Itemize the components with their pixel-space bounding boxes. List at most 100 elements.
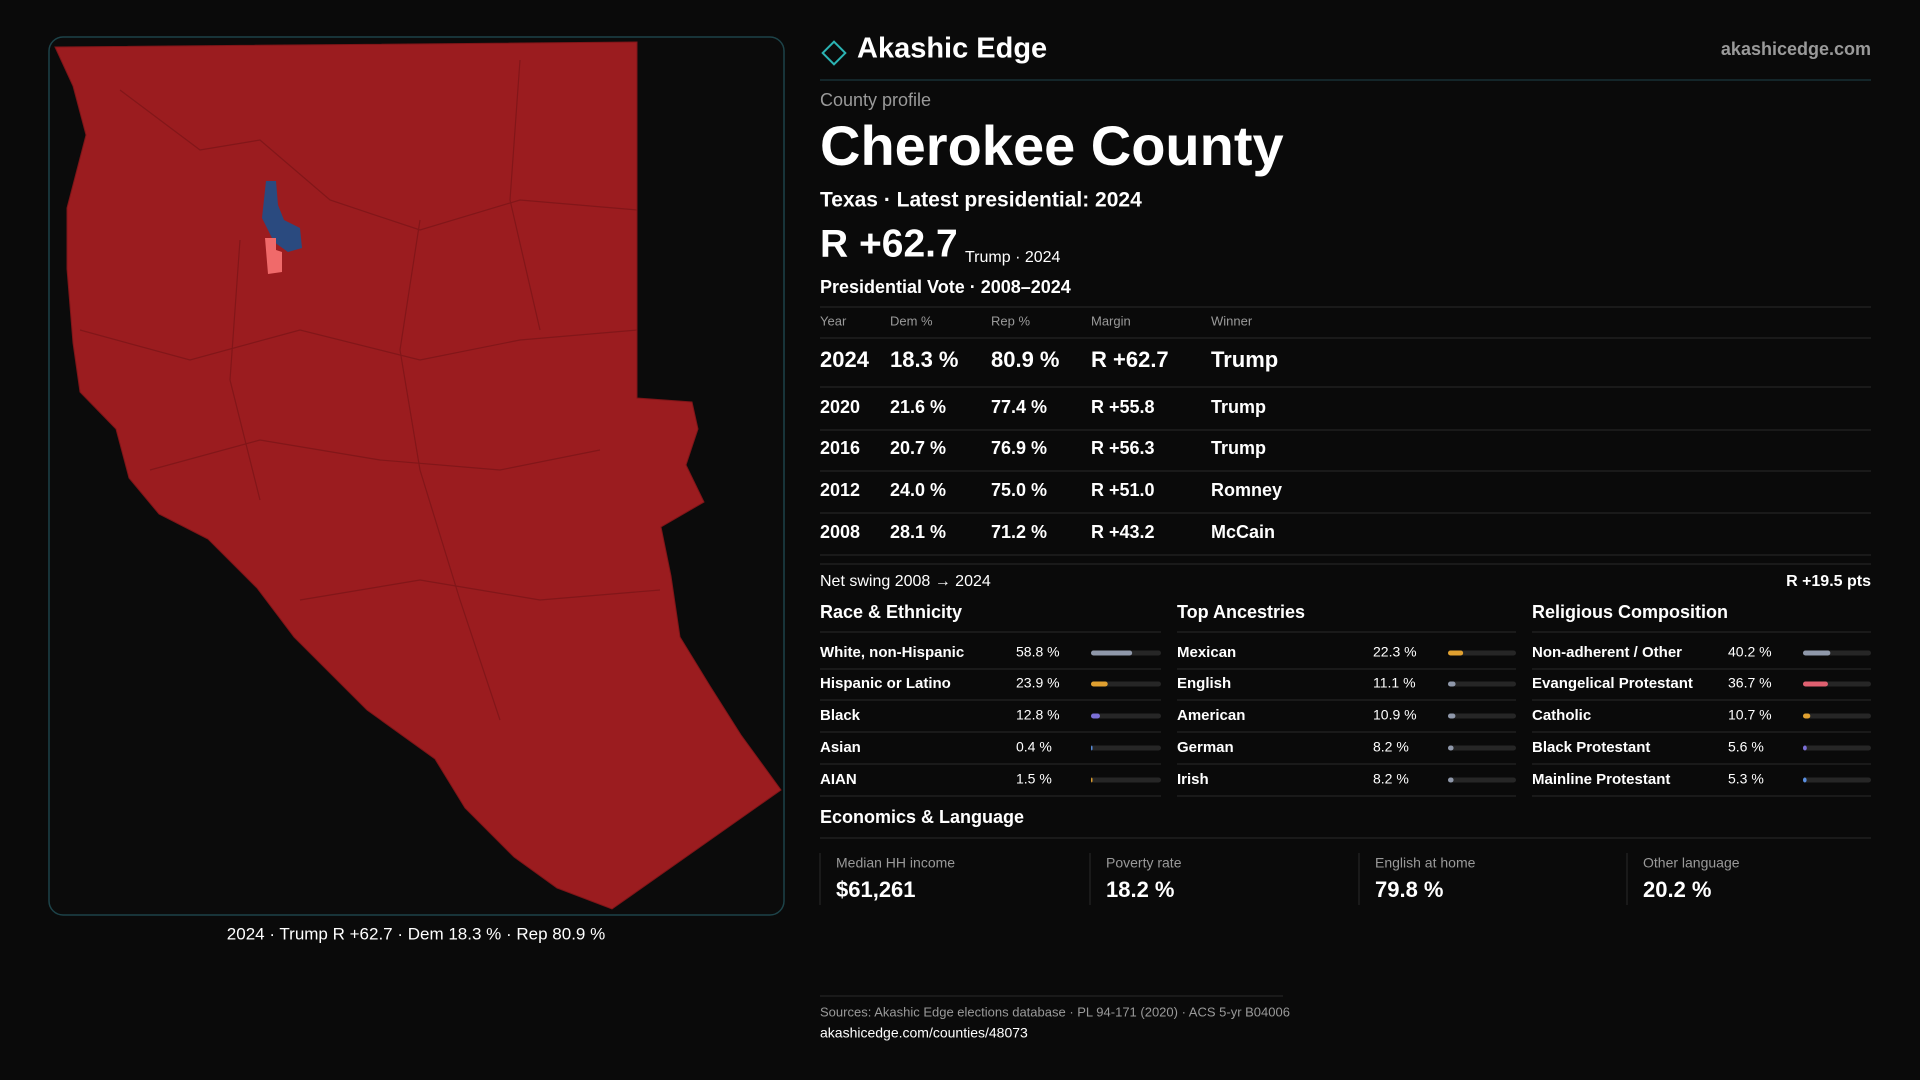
table-cell: 20.7 % xyxy=(890,438,946,458)
footer-url[interactable]: akashicedge.com/counties/48073 xyxy=(820,1025,1028,1041)
eyebrow: County profile xyxy=(820,90,931,110)
row-value: 8.2 % xyxy=(1373,739,1409,755)
table-cell: R +55.8 xyxy=(1091,397,1155,417)
dem-precinct xyxy=(262,181,302,252)
table-cell: R +51.0 xyxy=(1091,480,1155,500)
stat-value: $61,261 xyxy=(836,877,916,902)
headline-margin: R +62.7 xyxy=(820,222,958,265)
county-name: Cherokee County xyxy=(820,114,1284,177)
table-cell: 2016 xyxy=(820,438,860,458)
row-value: 12.8 % xyxy=(1016,707,1060,723)
margin-note: Trump · 2024 xyxy=(965,249,1061,266)
share-bar xyxy=(1091,681,1108,687)
section-title: Economics & Language xyxy=(820,807,1024,827)
row-value: 10.9 % xyxy=(1373,707,1417,723)
bar-track xyxy=(1803,745,1871,751)
table-cell: Romney xyxy=(1211,480,1282,500)
bar-track xyxy=(1448,745,1516,751)
column-header: Margin xyxy=(1091,313,1131,328)
row-label: Mainline Protestant xyxy=(1532,771,1670,788)
share-bar xyxy=(1091,745,1093,751)
table-cell: 71.2 % xyxy=(991,522,1047,542)
table-cell: 75.0 % xyxy=(991,480,1047,500)
stat-value: 79.8 % xyxy=(1375,877,1444,902)
precinct-lines xyxy=(79,59,661,721)
bar-track xyxy=(1803,713,1871,719)
row-value: 23.9 % xyxy=(1016,675,1060,691)
share-bar xyxy=(1448,777,1454,783)
table-cell: R +62.7 xyxy=(1091,347,1169,372)
bar-track xyxy=(1448,650,1516,656)
table-cell: 76.9 % xyxy=(991,438,1047,458)
stat-label: Median HH income xyxy=(836,855,955,871)
table-cell: Trump xyxy=(1211,347,1278,372)
stat-label: Other language xyxy=(1643,855,1740,871)
row-value: 36.7 % xyxy=(1728,675,1772,691)
row-value: 40.2 % xyxy=(1728,644,1772,660)
section-title: Race & Ethnicity xyxy=(820,602,962,622)
table-title: Presidential Vote · 2008–2024 xyxy=(820,277,1071,297)
bar-track xyxy=(1091,777,1161,783)
stat-label: Poverty rate xyxy=(1106,855,1182,871)
share-bar xyxy=(1091,777,1093,783)
section-title: Religious Composition xyxy=(1532,602,1728,622)
row-value: 11.1 % xyxy=(1373,675,1416,691)
site-link[interactable]: akashicedge.com xyxy=(1721,39,1871,59)
row-label: Black xyxy=(820,707,861,724)
bar-track xyxy=(1803,777,1871,783)
row-label: Black Protestant xyxy=(1532,739,1650,756)
table-cell: 77.4 % xyxy=(991,397,1047,417)
row-label: Non-adherent / Other xyxy=(1532,644,1682,661)
table-cell: 2024 xyxy=(820,347,870,372)
row-label: Mexican xyxy=(1177,644,1236,661)
share-bar xyxy=(1091,650,1133,656)
share-bar xyxy=(1803,713,1811,719)
bar-track xyxy=(1091,745,1161,751)
bar-track xyxy=(1448,777,1516,783)
bar-track xyxy=(1091,681,1161,687)
row-value: 5.6 % xyxy=(1728,739,1764,755)
row-value: 22.3 % xyxy=(1373,644,1417,660)
map-caption: 2024 · Trump R +62.7 · Dem 18.3 % · Rep … xyxy=(227,924,605,943)
row-label: Asian xyxy=(820,739,861,756)
bar-track xyxy=(1448,681,1516,687)
column-header: Dem % xyxy=(890,313,933,328)
row-value: 5.3 % xyxy=(1728,771,1764,787)
table-cell: 24.0 % xyxy=(890,480,946,500)
share-bar xyxy=(1803,777,1807,783)
table-cell: R +56.3 xyxy=(1091,438,1155,458)
bar-track xyxy=(1448,713,1516,719)
logo xyxy=(821,40,847,66)
row-label: Evangelical Protestant xyxy=(1532,675,1693,692)
table-cell: Trump xyxy=(1211,438,1266,458)
section-title: Top Ancestries xyxy=(1177,602,1305,622)
row-label: AIAN xyxy=(820,771,857,788)
share-bar xyxy=(1448,681,1456,687)
table-cell: 18.3 % xyxy=(890,347,959,372)
brand: Akashic Edge xyxy=(857,33,1047,65)
row-label: American xyxy=(1177,707,1245,724)
table-cell: 28.1 % xyxy=(890,522,946,542)
row-value: 58.8 % xyxy=(1016,644,1060,660)
row-label: Irish xyxy=(1177,771,1209,788)
table-cell: R +43.2 xyxy=(1091,522,1155,542)
stat-value: 18.2 % xyxy=(1106,877,1175,902)
county-map xyxy=(54,41,782,910)
row-label: White, non-Hispanic xyxy=(820,644,964,661)
column-header: Year xyxy=(820,313,847,328)
row-value: 1.5 % xyxy=(1016,771,1052,787)
row-label: Hispanic or Latino xyxy=(820,675,951,692)
column-header: Rep % xyxy=(991,313,1030,328)
table-cell: McCain xyxy=(1211,522,1275,542)
table-cell: 2008 xyxy=(820,522,860,542)
sources: Sources: Akashic Edge elections database… xyxy=(820,1004,1290,1019)
demographics: Race & Ethnicity White, non-Hispanic 58.8 … xyxy=(820,602,1871,797)
stat-value: 20.2 % xyxy=(1643,877,1712,902)
share-bar xyxy=(1803,745,1807,751)
subtitle: Texas · Latest presidential: 2024 xyxy=(820,189,1142,212)
swing-label: Net swing 2008 → 2024 xyxy=(820,573,991,590)
table-cell: 80.9 % xyxy=(991,347,1060,372)
row-label: German xyxy=(1177,739,1234,756)
share-bar xyxy=(1803,650,1831,656)
